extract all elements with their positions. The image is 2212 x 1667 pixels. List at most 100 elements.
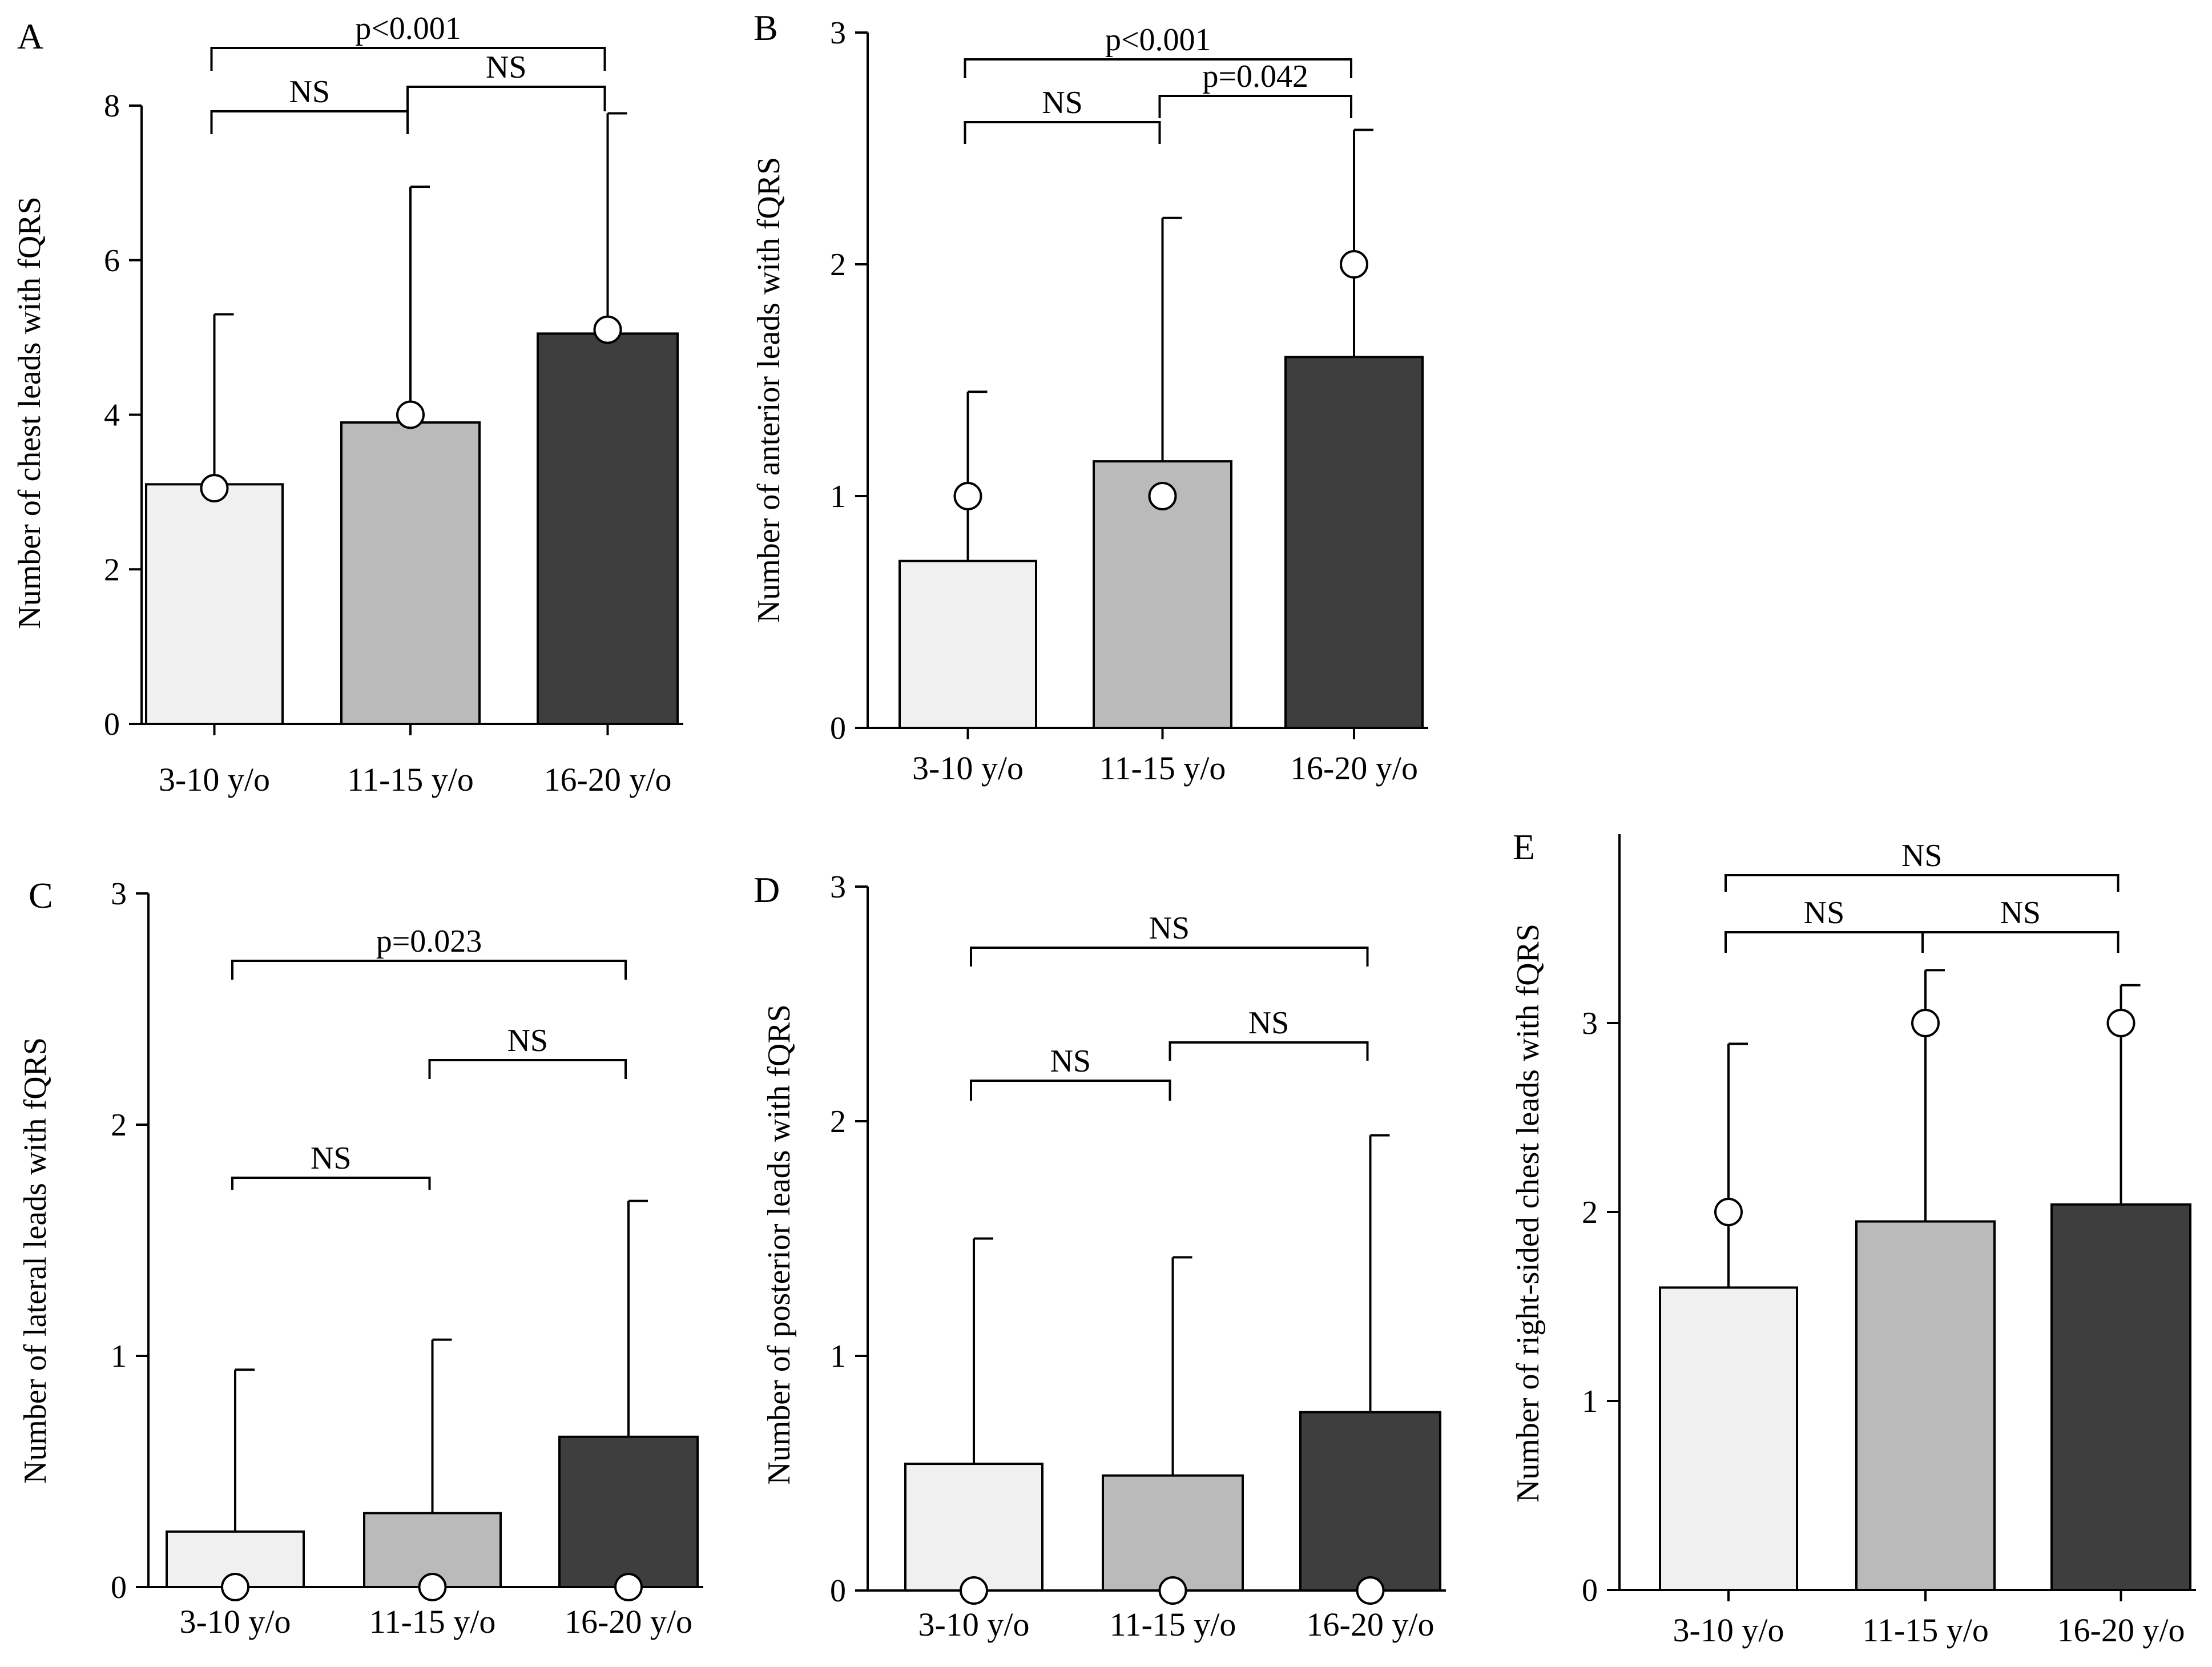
x-category-label: 3-10 y/o bbox=[912, 750, 1024, 787]
y-axis-title: Number of lateral leads with fQRS bbox=[18, 1037, 53, 1484]
median-marker bbox=[593, 315, 622, 344]
median-marker bbox=[221, 1573, 249, 1601]
significance-bracket bbox=[970, 1080, 1171, 1101]
significance-bracket bbox=[210, 110, 409, 134]
y-tick-label: 3 bbox=[830, 869, 846, 905]
significance-label: NS bbox=[486, 50, 527, 85]
median-marker bbox=[1714, 1198, 1743, 1226]
bar-1 bbox=[904, 1463, 1043, 1592]
y-tick-label: 6 bbox=[104, 243, 120, 279]
chart-panel-a: A 0 2 4 6 8 Number of chest leads with fQRS 3-1… bbox=[12, 11, 683, 798]
significance-bracket bbox=[210, 47, 606, 71]
y-tick-label: 0 bbox=[830, 1573, 846, 1609]
bar-1 bbox=[899, 559, 1037, 729]
significance-bracket bbox=[964, 121, 1161, 144]
significance-label: NS bbox=[1042, 85, 1083, 120]
significance-label: NS bbox=[1050, 1044, 1091, 1079]
y-tick-label: 4 bbox=[104, 398, 120, 433]
significance-bracket bbox=[1921, 931, 2120, 953]
significance-label: NS bbox=[1149, 911, 1190, 946]
x-category-label: 16-20 y/o bbox=[544, 761, 672, 798]
significance-label: p=0.042 bbox=[1202, 59, 1308, 94]
y-tick-label: 2 bbox=[111, 1108, 127, 1143]
y-tick-label: 8 bbox=[104, 88, 120, 124]
x-category-label: 11-15 y/o bbox=[347, 761, 474, 798]
bar-2 bbox=[340, 421, 481, 725]
x-category-label: 16-20 y/o bbox=[2057, 1612, 2185, 1649]
y-tick-label: 1 bbox=[830, 479, 846, 514]
median-marker bbox=[1356, 1576, 1385, 1605]
y-tick-label: 2 bbox=[1582, 1195, 1598, 1230]
chart-panel-d: D 0 1 2 3 Number of posterior leads with fQRS… bbox=[754, 869, 1446, 1643]
median-marker bbox=[1158, 1576, 1187, 1605]
y-tick-label: 1 bbox=[111, 1339, 127, 1374]
x-category-label: 11-15 y/o bbox=[1110, 1606, 1236, 1643]
significance-label: p<0.001 bbox=[1105, 22, 1211, 58]
x-category-label: 3-10 y/o bbox=[1673, 1612, 1784, 1649]
y-tick-label: 0 bbox=[830, 711, 846, 746]
significance-bracket bbox=[231, 1177, 431, 1190]
chart-panel-b: B 0 1 2 3 Number of anterior leads with fQRS 3… bbox=[751, 7, 1428, 787]
median-marker bbox=[1340, 250, 1368, 279]
chart-panel-e: E 0 1 2 3 Number of right-sided chest leads w… bbox=[1510, 827, 2196, 1649]
significance-bracket bbox=[428, 1059, 627, 1079]
x-category-label: 3-10 y/o bbox=[180, 1603, 291, 1640]
y-tick-label: 2 bbox=[104, 552, 120, 587]
median-marker bbox=[2106, 1009, 2136, 1037]
significance-label: NS bbox=[1248, 1005, 1290, 1041]
significance-bracket bbox=[1158, 95, 1352, 118]
y-tick-label: 0 bbox=[111, 1570, 127, 1605]
y-tick-label: 3 bbox=[830, 15, 846, 51]
bar-3 bbox=[1284, 356, 1424, 729]
significance-label: NS bbox=[311, 1141, 352, 1176]
bar-3 bbox=[2050, 1203, 2191, 1591]
significance-label: NS bbox=[507, 1023, 548, 1058]
panel-letter: C bbox=[29, 875, 53, 916]
significance-bracket bbox=[1725, 931, 1924, 953]
bar-1 bbox=[1659, 1286, 1798, 1591]
significance-label: p<0.001 bbox=[355, 11, 461, 46]
median-marker bbox=[614, 1573, 643, 1601]
significance-label: NS bbox=[289, 74, 330, 110]
y-tick-label: 2 bbox=[830, 247, 846, 283]
x-category-label: 11-15 y/o bbox=[369, 1603, 496, 1640]
x-category-label: 3-10 y/o bbox=[159, 761, 270, 798]
x-category-label: 11-15 y/o bbox=[1862, 1612, 1989, 1649]
median-marker bbox=[418, 1573, 447, 1601]
median-marker bbox=[200, 474, 229, 503]
median-marker bbox=[396, 400, 425, 429]
median-marker bbox=[960, 1576, 988, 1605]
significance-bracket bbox=[231, 960, 627, 980]
chart-panel-c: C 0 1 2 3 Number of lateral leads with fQRS 3-… bbox=[18, 875, 703, 1640]
significance-bracket bbox=[1725, 874, 2120, 892]
y-tick-label: 0 bbox=[1582, 1573, 1598, 1608]
panel-letter: E bbox=[1513, 827, 1535, 867]
bar-3 bbox=[558, 1435, 699, 1588]
y-tick-label: 0 bbox=[104, 707, 120, 742]
bar-1 bbox=[145, 483, 284, 726]
x-category-label: 11-15 y/o bbox=[1099, 750, 1226, 787]
x-category-label: 3-10 y/o bbox=[918, 1606, 1030, 1643]
significance-label: p=0.023 bbox=[376, 924, 482, 959]
y-tick-label: 3 bbox=[1582, 1006, 1598, 1041]
significance-label: NS bbox=[2000, 895, 2041, 931]
bar-3 bbox=[1299, 1411, 1441, 1592]
bar-2 bbox=[1855, 1220, 1996, 1592]
median-marker bbox=[1148, 482, 1177, 510]
significance-label: NS bbox=[1901, 838, 1943, 873]
y-tick-label: 2 bbox=[830, 1104, 846, 1139]
panel-letter: A bbox=[17, 16, 43, 57]
bar-3 bbox=[537, 332, 679, 725]
significance-bracket bbox=[964, 58, 1352, 78]
y-axis-title: Number of chest leads with fQRS bbox=[12, 196, 47, 629]
y-axis-title: Number of posterior leads with fQRS bbox=[761, 1004, 797, 1484]
y-axis-title: Number of anterior leads with fQRS bbox=[751, 157, 787, 623]
x-category-label: 16-20 y/o bbox=[1307, 1606, 1435, 1643]
bar-2 bbox=[1102, 1474, 1244, 1592]
x-category-label: 16-20 y/o bbox=[1290, 750, 1418, 787]
median-marker bbox=[1911, 1009, 1940, 1037]
y-axis-title: Number of right-sided chest leads with f… bbox=[1510, 924, 1546, 1503]
significance-bracket bbox=[406, 86, 606, 111]
median-marker bbox=[953, 482, 982, 510]
y-tick-label: 1 bbox=[1582, 1384, 1598, 1419]
